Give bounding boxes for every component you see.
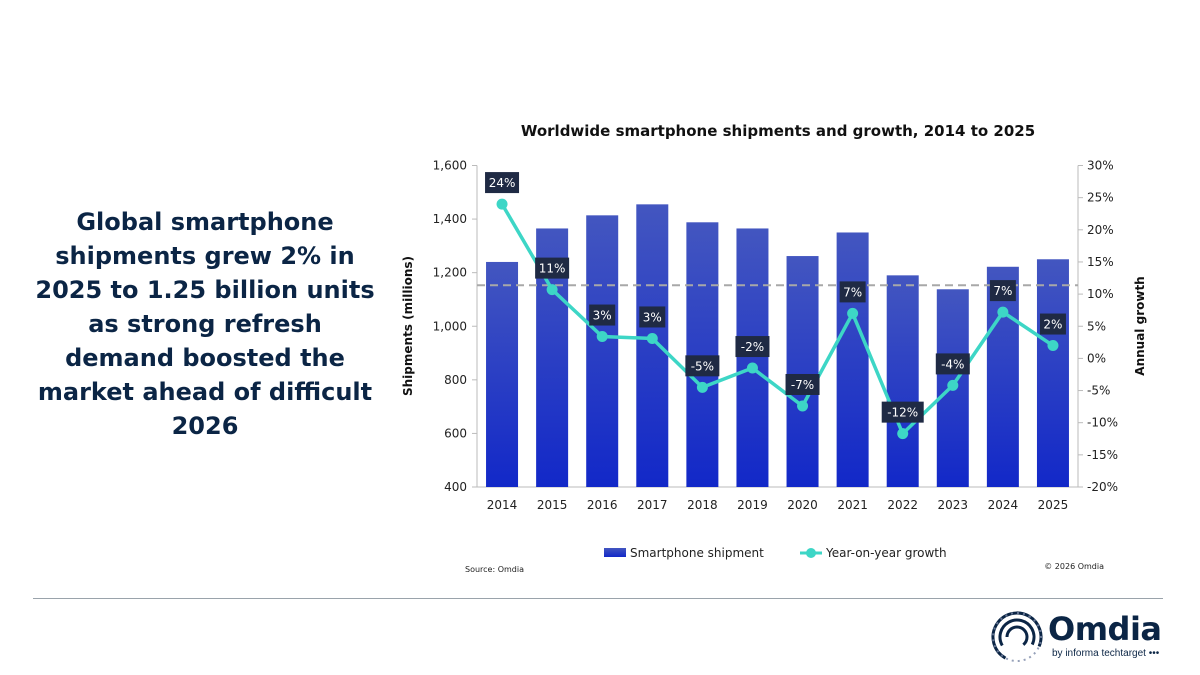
y-tick-label: 600 (444, 426, 467, 440)
growth-line (500, 203, 1054, 437)
y-axis-label: Shipments (millions) (401, 256, 415, 396)
y-right-tick-label: 10% (1087, 287, 1114, 301)
omdia-logo-icon (991, 611, 1043, 663)
x-tick-label: 2014 (487, 498, 518, 512)
growth-point-2015 (546, 284, 558, 296)
bar-2018 (686, 222, 719, 487)
legend: Smartphone shipment Year-on-year growth (604, 546, 947, 560)
legend-bar-swatch (604, 548, 626, 557)
bar-2014 (486, 261, 519, 487)
chart: Worldwide smartphone shipments and growt… (401, 122, 1147, 574)
growth-label-bg (639, 306, 666, 328)
bar-2019 (736, 228, 769, 487)
growth-data-label: 7% (843, 285, 862, 299)
bar-2025 (1036, 259, 1069, 487)
growth-point-2024 (997, 306, 1009, 318)
bar-2016 (586, 215, 619, 487)
bar-2020 (786, 256, 819, 487)
growth-data-label: 24% (489, 176, 516, 190)
x-tick-label: 2018 (687, 498, 718, 512)
growth-point-2021 (847, 307, 859, 319)
bar-2021 (836, 232, 869, 487)
y-right-tick-label: 30% (1087, 159, 1114, 173)
growth-point-2020 (797, 400, 809, 412)
y-right-tick-label: -5% (1087, 384, 1110, 398)
y-right-tick-label: 15% (1087, 255, 1114, 269)
bar-2022 (886, 275, 919, 487)
growth-data-label: 3% (593, 309, 612, 323)
x-tick-label: 2025 (1038, 498, 1069, 512)
growth-label-bg (735, 336, 770, 358)
legend-line-marker (806, 548, 816, 558)
y-right-tick-label: 25% (1087, 191, 1114, 205)
legend-line-label: Year-on-year growth (825, 546, 947, 560)
copyright-note: © 2026 Omdia (1044, 562, 1104, 571)
x-tick-label: 2017 (637, 498, 668, 512)
growth-point-2018 (696, 381, 708, 393)
y-tick-label: 1,000 (433, 319, 467, 333)
x-tick-label: 2020 (787, 498, 818, 512)
source-note: Source: Omdia (465, 565, 524, 574)
x-tick-label: 2015 (537, 498, 568, 512)
growth-label-bg (685, 355, 720, 377)
growth-label-bg (881, 401, 924, 423)
logo-wordmark: Omdia (1048, 610, 1162, 648)
growth-label-bg (535, 257, 570, 279)
growth-data-label: -5% (691, 359, 714, 373)
x-tick-label: 2021 (837, 498, 868, 512)
x-tick-label: 2022 (887, 498, 918, 512)
growth-point-2014 (496, 198, 508, 210)
x-tick-label: 2016 (587, 498, 618, 512)
growth-data-label: -2% (741, 340, 764, 354)
growth-label-bg (589, 304, 616, 326)
x-tick-label: 2019 (737, 498, 768, 512)
y-right-tick-label: -10% (1087, 416, 1118, 430)
chart-title: Worldwide smartphone shipments and growt… (521, 122, 1035, 140)
y-tick-label: 1,600 (433, 159, 467, 173)
growth-point-2019 (746, 362, 758, 374)
headline: Global smartphone shipments grew 2% in 2… (35, 208, 375, 440)
y-right-tick-label: 20% (1087, 223, 1114, 237)
y-right-tick-label: -20% (1087, 480, 1118, 494)
growth-label-bg (1039, 313, 1066, 335)
growth-data-label: -12% (887, 406, 918, 420)
bar-2024 (986, 266, 1019, 487)
growth-point-2025 (1047, 340, 1059, 352)
growth-point-2016 (596, 331, 608, 343)
growth-label-bg (485, 172, 520, 194)
x-tick-label: 2024 (988, 498, 1019, 512)
legend-bar-label: Smartphone shipment (630, 546, 764, 560)
growth-data-label: 7% (993, 284, 1012, 298)
y-tick-label: 1,400 (433, 212, 467, 226)
growth-data-label: 3% (643, 310, 662, 324)
growth-point-2023 (947, 379, 959, 391)
growth-point-2022 (897, 428, 909, 440)
growth-data-label: 11% (539, 262, 566, 276)
y-axis-right-label: Annual growth (1133, 276, 1147, 375)
y-tick-label: 400 (444, 480, 467, 494)
y-tick-label: 1,200 (433, 266, 467, 280)
logo-tagline-text: by informa techtarget (1052, 648, 1146, 659)
growth-data-label: -7% (791, 378, 814, 392)
growth-data-label: -4% (941, 357, 964, 371)
growth-label-bg (989, 280, 1016, 302)
logo-tagline: by informa techtarget ••• (1052, 648, 1160, 659)
divider (33, 598, 1163, 599)
growth-data-label: 2% (1043, 318, 1062, 332)
growth-point-2017 (646, 332, 658, 344)
y-right-tick-label: 5% (1087, 319, 1106, 333)
growth-label-bg (785, 373, 820, 395)
y-right-tick-label: 0% (1087, 351, 1106, 365)
y-tick-label: 800 (444, 373, 467, 387)
omdia-logo: Omdia by informa techtarget ••• (990, 610, 1170, 665)
growth-label-bg (839, 281, 866, 303)
y-right-tick-label: -15% (1087, 448, 1118, 462)
x-tick-label: 2023 (938, 498, 969, 512)
growth-label-bg (935, 353, 970, 375)
bar-2017 (636, 204, 669, 488)
